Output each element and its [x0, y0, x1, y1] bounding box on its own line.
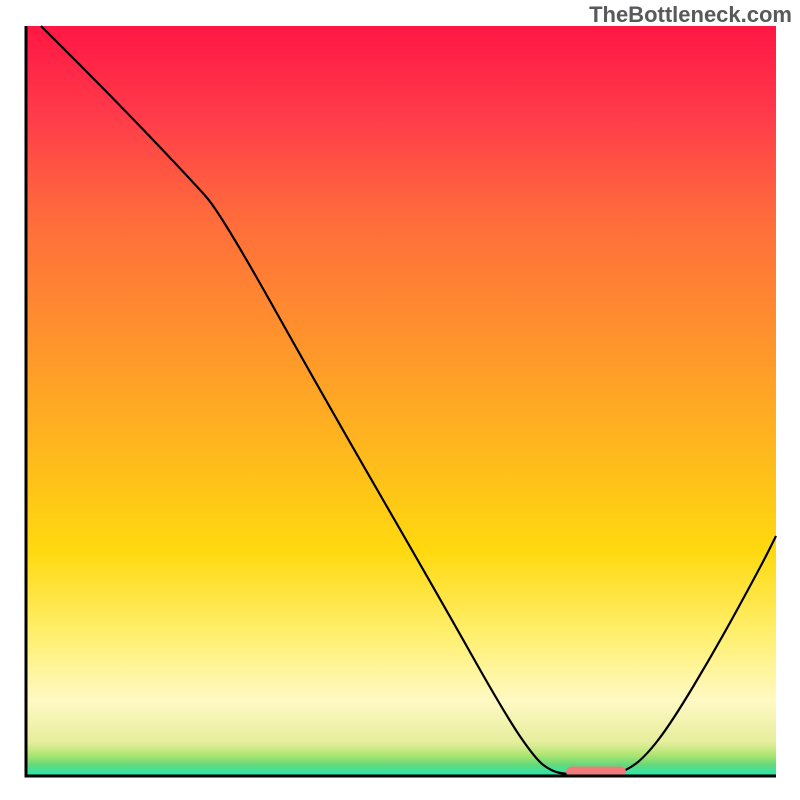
- bottleneck-chart: [0, 0, 800, 800]
- watermark-text: TheBottleneck.com: [589, 2, 792, 28]
- gradient-background: [26, 26, 776, 776]
